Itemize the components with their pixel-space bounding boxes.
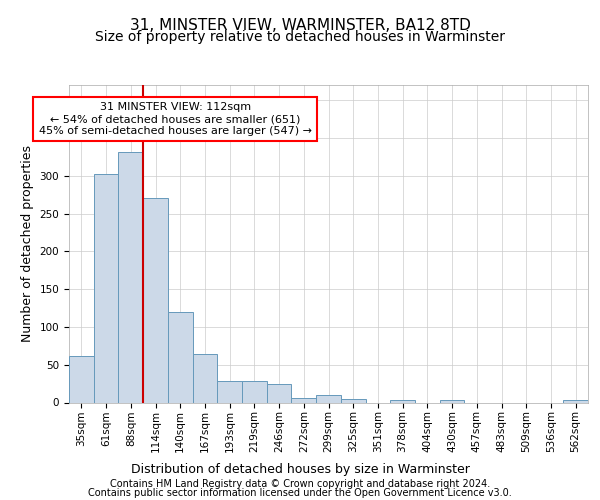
Bar bbox=[563, 400, 588, 402]
Text: 31, MINSTER VIEW, WARMINSTER, BA12 8TD: 31, MINSTER VIEW, WARMINSTER, BA12 8TD bbox=[130, 18, 470, 32]
Bar bbox=[267, 384, 292, 402]
Text: Distribution of detached houses by size in Warminster: Distribution of detached houses by size … bbox=[131, 463, 469, 476]
Bar bbox=[440, 400, 464, 402]
Bar bbox=[316, 395, 341, 402]
Bar bbox=[242, 382, 267, 402]
Text: Contains public sector information licensed under the Open Government Licence v3: Contains public sector information licen… bbox=[88, 488, 512, 498]
Y-axis label: Number of detached properties: Number of detached properties bbox=[21, 145, 34, 342]
Text: 31 MINSTER VIEW: 112sqm
← 54% of detached houses are smaller (651)
45% of semi-d: 31 MINSTER VIEW: 112sqm ← 54% of detache… bbox=[39, 102, 312, 136]
Bar bbox=[118, 152, 143, 402]
Bar bbox=[69, 356, 94, 403]
Bar bbox=[217, 380, 242, 402]
Text: Size of property relative to detached houses in Warminster: Size of property relative to detached ho… bbox=[95, 30, 505, 44]
Bar bbox=[168, 312, 193, 402]
Bar bbox=[143, 198, 168, 402]
Bar bbox=[341, 398, 365, 402]
Bar bbox=[193, 354, 217, 403]
Bar bbox=[94, 174, 118, 402]
Bar bbox=[292, 398, 316, 402]
Text: Contains HM Land Registry data © Crown copyright and database right 2024.: Contains HM Land Registry data © Crown c… bbox=[110, 479, 490, 489]
Bar bbox=[390, 400, 415, 402]
